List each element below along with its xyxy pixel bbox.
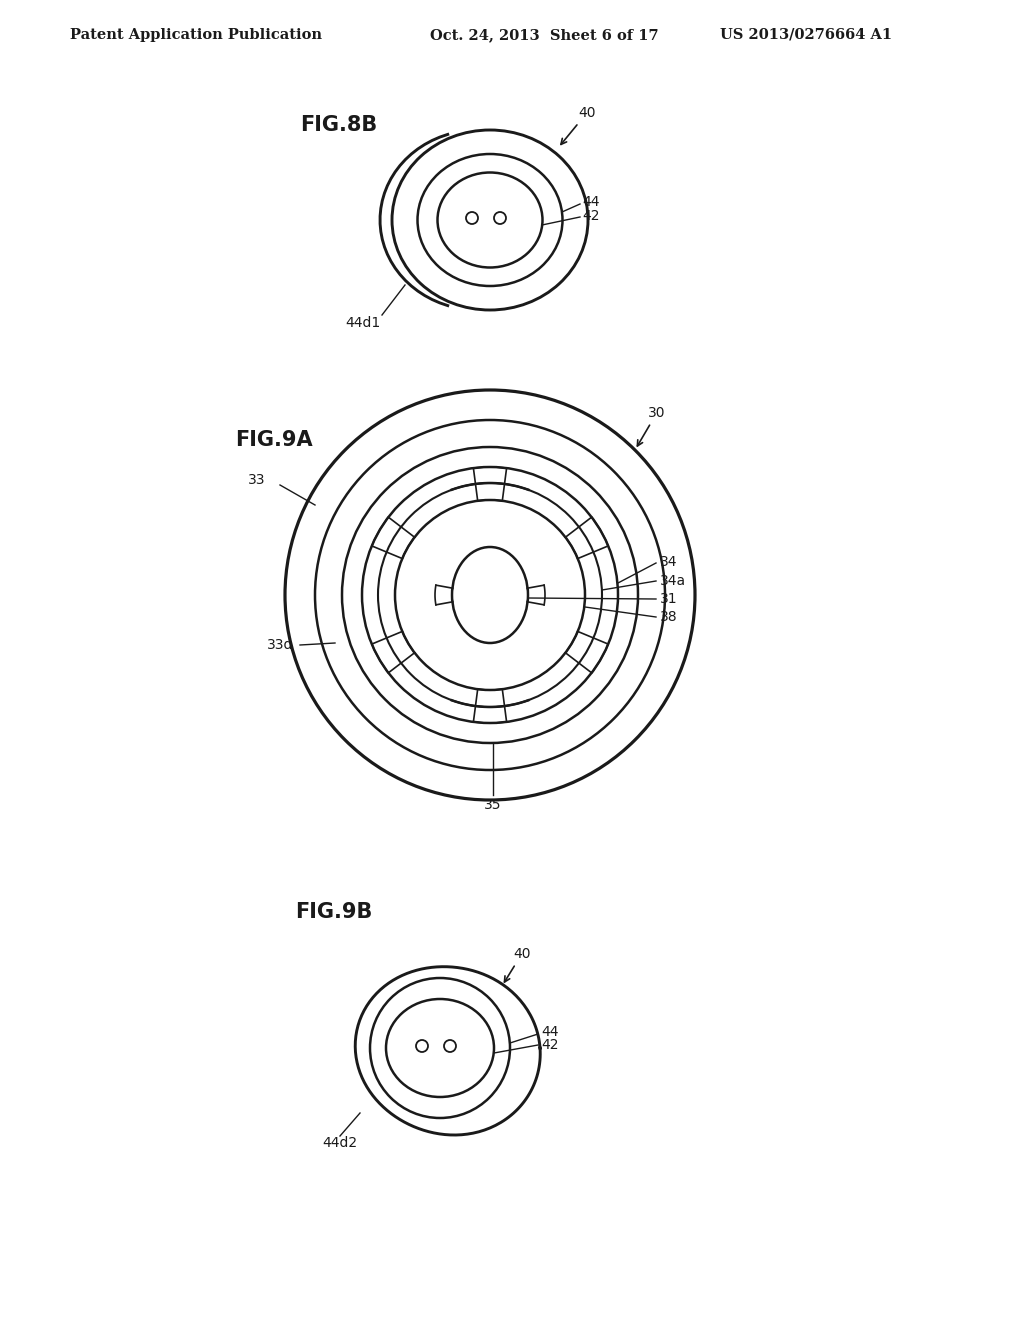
Text: 44d1: 44d1 xyxy=(345,315,380,330)
Text: 34a: 34a xyxy=(660,574,686,587)
Text: Oct. 24, 2013  Sheet 6 of 17: Oct. 24, 2013 Sheet 6 of 17 xyxy=(430,28,658,42)
Text: 44: 44 xyxy=(582,195,599,209)
Text: 40: 40 xyxy=(561,106,596,144)
Text: US 2013/0276664 A1: US 2013/0276664 A1 xyxy=(720,28,892,42)
Text: FIG.9A: FIG.9A xyxy=(234,430,312,450)
Text: 44: 44 xyxy=(541,1026,558,1039)
Text: 31: 31 xyxy=(660,591,678,606)
Text: 38: 38 xyxy=(660,610,678,624)
Text: 42: 42 xyxy=(582,209,599,223)
Text: FIG.9B: FIG.9B xyxy=(295,902,373,921)
Text: Patent Application Publication: Patent Application Publication xyxy=(70,28,322,42)
Text: 44d2: 44d2 xyxy=(322,1137,357,1150)
Text: FIG.8B: FIG.8B xyxy=(300,115,377,135)
Text: 33: 33 xyxy=(248,473,265,487)
Text: 35: 35 xyxy=(484,799,502,812)
Text: 42: 42 xyxy=(541,1038,558,1052)
Text: 40: 40 xyxy=(505,946,530,982)
Text: 34: 34 xyxy=(660,554,678,569)
Text: 30: 30 xyxy=(637,407,666,446)
Text: 33d: 33d xyxy=(266,638,293,652)
